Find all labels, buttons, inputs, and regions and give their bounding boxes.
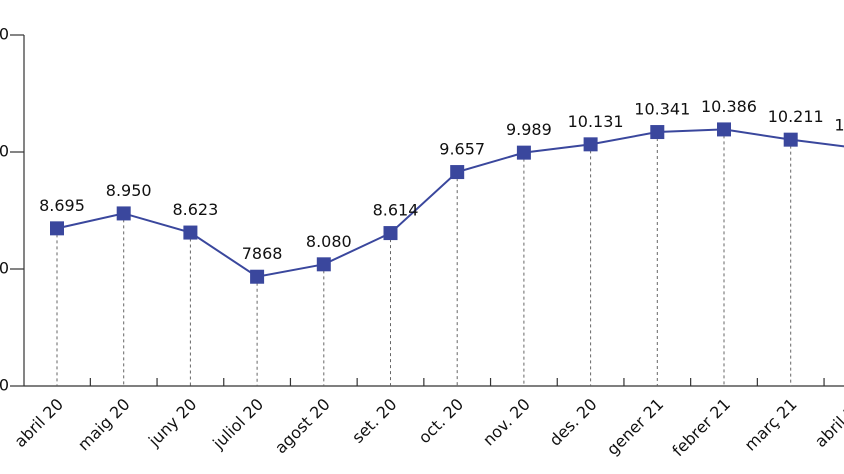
data-label: 10.211	[768, 107, 824, 126]
x-tick-label: set. 20	[348, 395, 400, 447]
marker	[516, 145, 531, 160]
marker	[583, 137, 598, 152]
data-label: 8.695	[39, 196, 85, 215]
data-label: 10.341	[634, 100, 690, 119]
marker	[50, 221, 64, 236]
marker	[450, 165, 465, 180]
x-tick-label: febrer 21	[668, 395, 734, 461]
data-label: 10.386	[701, 97, 757, 116]
x-tick-label: des. 20	[546, 395, 601, 450]
data-label: 9.657	[439, 140, 485, 159]
y-tick-label: 12.000	[0, 25, 9, 44]
data-label: 9.989	[506, 120, 552, 139]
y-tick-label: 6.000	[0, 376, 9, 395]
data-label: 8.080	[306, 232, 352, 251]
marker	[783, 132, 798, 147]
x-tick-label: oct. 20	[415, 395, 468, 448]
x-tick-label: abril 20	[11, 395, 67, 451]
data-label: 10.068	[834, 116, 844, 135]
x-tick-label: juliol 20	[208, 395, 267, 454]
x-tick-label: juny 20	[144, 395, 200, 451]
marker	[650, 125, 665, 140]
x-tick-label: nov. 20	[479, 395, 534, 450]
marker	[316, 257, 331, 272]
data-label: 8.950	[106, 181, 152, 200]
data-label: 10.131	[568, 112, 624, 131]
x-tick-label: agost 20	[271, 395, 334, 458]
marker	[383, 226, 398, 241]
marker	[116, 206, 131, 221]
marker	[183, 225, 198, 240]
x-tick-label: gener 21	[603, 395, 667, 459]
marker	[717, 122, 731, 137]
y-tick-label: 10.000	[0, 142, 9, 161]
data-label: 8.623	[172, 200, 218, 219]
x-tick-label: maig 20	[74, 395, 134, 455]
data-label: 7868	[242, 244, 283, 263]
marker	[250, 269, 265, 284]
x-tick-label: abril 21	[811, 395, 844, 451]
data-label: 8.614	[373, 201, 419, 220]
y-tick-label: 8.000	[0, 259, 9, 278]
x-tick-label: març 21	[741, 395, 801, 455]
